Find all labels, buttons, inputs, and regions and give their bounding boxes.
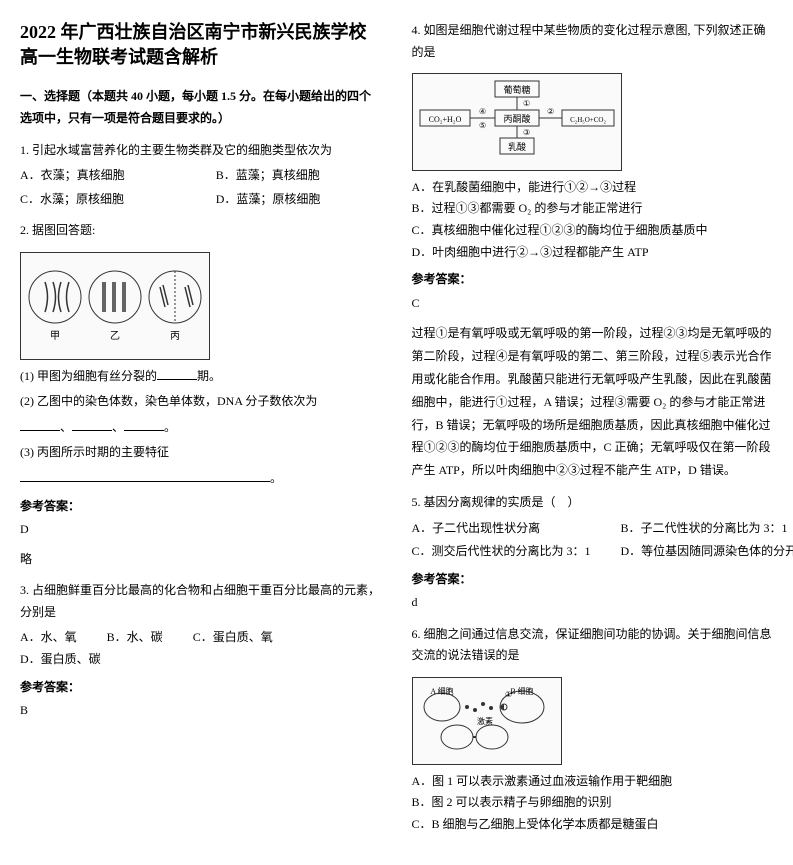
- q1-stem: 1. 引起水域富营养化的主要生物类群及它的细胞类型依次为: [20, 140, 382, 162]
- q6-opt-b: B．图 2 可以表示精子与卵细胞的识别: [412, 792, 774, 814]
- svg-text:②: ②: [547, 107, 554, 116]
- svg-text:④: ④: [479, 107, 486, 116]
- q3-opt-d: D．蛋白质、碳: [20, 649, 101, 671]
- q1-opt-b: B．蓝藻；真核细胞: [216, 165, 382, 187]
- svg-text:激素: 激素: [477, 716, 493, 726]
- left-column: 2022 年广西壮族自治区南宁市新兴民族学校高一生物联考试题含解析 一、选择题（…: [20, 20, 382, 845]
- q4-explanation: 过程①是有氧呼吸或无氧呼吸的第一阶段，过程②③均是无氧呼吸的第二阶段，过程④是有…: [412, 322, 774, 482]
- q2-sub2: (2) 乙图中的染色体数，染色单体数，DNA 分子数依次为: [20, 391, 382, 413]
- q2-answer: D: [20, 519, 382, 541]
- question-3: 3. 占细胞鲜重百分比最高的化合物和占细胞干重百分比最高的元素，分别是 A．水、…: [20, 580, 382, 722]
- question-4: 4. 如图是细胞代谢过程中某些物质的变化过程示意图, 下列叙述正确的是 葡萄糖 …: [412, 20, 774, 482]
- q4-options: A．在乳酸菌细胞中，能进行①②→③过程 B．过程①③都需要 O₂ 的参与才能正常…: [412, 177, 774, 263]
- q5-opt-d: D．等位基因随同源染色体的分开而分离: [621, 541, 793, 563]
- q1-opt-a: A．衣藻；真核细胞: [20, 165, 186, 187]
- q3-options: A．水、氧 B．水、碳 C．蛋白质、氧: [20, 627, 382, 649]
- q1-opt-d: D．蓝藻；原核细胞: [216, 189, 382, 211]
- q3-answer: B: [20, 700, 382, 722]
- q3-stem: 3. 占细胞鲜重百分比最高的化合物和占细胞干重百分比最高的元素，分别是: [20, 580, 382, 623]
- q2-figure: 甲 乙 丙: [20, 252, 210, 360]
- q4-opt-a: A．在乳酸菌细胞中，能进行①②→③过程: [412, 177, 774, 199]
- svg-text:③: ③: [523, 128, 530, 137]
- fig-label-right: 丙: [170, 331, 180, 342]
- q5-stem: 5. 基因分离规律的实质是（ ）: [412, 492, 774, 514]
- svg-text:葡萄糖: 葡萄糖: [503, 84, 530, 95]
- question-6: 6. 细胞之间通过信息交流，保证细胞间功能的协调。关于细胞间信息交流的说法错误的…: [412, 624, 774, 836]
- svg-text:C₂H₅O+CO₂: C₂H₅O+CO₂: [570, 116, 606, 124]
- exam-title: 2022 年广西壮族自治区南宁市新兴民族学校高一生物联考试题含解析: [20, 20, 382, 70]
- blank-long: [20, 468, 270, 482]
- fig-label-left: 甲: [50, 331, 60, 342]
- svg-text:①: ①: [523, 99, 530, 108]
- q1-options: A．衣藻；真核细胞 B．蓝藻；真核细胞 C．水藻；原核细胞 D．蓝藻；原核细胞: [20, 165, 382, 210]
- blank: [157, 366, 197, 380]
- q5-opt-a: A．子二代出现性状分离: [412, 518, 591, 540]
- q1-opt-c: C．水藻；原核细胞: [20, 189, 186, 211]
- q3-opt-c: C．蛋白质、氧: [193, 627, 273, 649]
- q6-options: A．图 1 可以表示激素通过血液运输作用于靶细胞 B．图 2 可以表示精子与卵细…: [412, 771, 774, 836]
- q4-stem: 4. 如图是细胞代谢过程中某些物质的变化过程示意图, 下列叙述正确的是: [412, 20, 774, 63]
- answer-label: 参考答案：: [412, 269, 774, 291]
- q3-opt-a: A．水、氧: [20, 627, 77, 649]
- cell-signal-diagram: A 细胞 B 细胞 激素 ①: [417, 682, 557, 752]
- svg-text:丙酮酸: 丙酮酸: [503, 114, 530, 124]
- question-5: 5. 基因分离规律的实质是（ ） A．子二代出现性状分离 B．子二代性状的分离比…: [412, 492, 774, 614]
- q4-opt-d: D．叶肉细胞中进行②→③过程都能产生 ATP: [412, 242, 774, 264]
- svg-text:A 细胞: A 细胞: [430, 686, 453, 696]
- q2-stem: 2. 据图回答题:: [20, 220, 382, 242]
- q2-note: 略: [20, 549, 382, 571]
- q4-answer: C: [412, 293, 774, 315]
- metabolism-diagram: 葡萄糖 CO₂+H₂O 丙酮酸 C₂H₅O+CO₂ 乳酸 ① ④ ⑤ ② ③: [417, 78, 617, 158]
- q5-answer: d: [412, 592, 774, 614]
- svg-text:乳酸: 乳酸: [507, 141, 525, 152]
- q6-opt-a: A．图 1 可以表示激素通过血液运输作用于靶细胞: [412, 771, 774, 793]
- answer-label: 参考答案：: [20, 677, 382, 699]
- answer-label: 参考答案：: [412, 569, 774, 591]
- section-header: 一、选择题（本题共 40 小题，每小题 1.5 分。在每小题给出的四个选项中，只…: [20, 86, 382, 129]
- question-2: 2. 据图回答题: 甲 乙 丙 (1) 甲图为细胞有丝分裂的期。: [20, 220, 382, 570]
- svg-text:①: ①: [505, 690, 512, 699]
- svg-text:CO₂+H₂O: CO₂+H₂O: [428, 115, 461, 124]
- right-column: 4. 如图是细胞代谢过程中某些物质的变化过程示意图, 下列叙述正确的是 葡萄糖 …: [412, 20, 774, 845]
- q2-sub3: (3) 丙图所示时期的主要特征: [20, 442, 382, 464]
- q6-stem: 6. 细胞之间通过信息交流，保证细胞间功能的协调。关于细胞间信息交流的说法错误的…: [412, 624, 774, 667]
- question-1: 1. 引起水域富营养化的主要生物类群及它的细胞类型依次为 A．衣藻；真核细胞 B…: [20, 140, 382, 211]
- q6-figure: A 细胞 B 细胞 激素 ①: [412, 677, 562, 765]
- q4-opt-c: C．真核细胞中催化过程①②③的酶均位于细胞质基质中: [412, 220, 774, 242]
- svg-text:⑤: ⑤: [479, 121, 486, 130]
- svg-text:B 细胞: B 细胞: [510, 686, 533, 696]
- q3-opt-b: B．水、碳: [107, 627, 163, 649]
- q5-opt-b: B．子二代性状的分离比为 3：1: [621, 518, 793, 540]
- fig-label-mid: 乙: [110, 330, 120, 342]
- q4-opt-b: B．过程①③都需要 O₂ 的参与才能正常进行: [412, 198, 774, 220]
- q6-opt-c: C．B 细胞与乙细胞上受体化学本质都是糖蛋白: [412, 814, 774, 836]
- q4-figure: 葡萄糖 CO₂+H₂O 丙酮酸 C₂H₅O+CO₂ 乳酸 ① ④ ⑤ ② ③: [412, 73, 622, 171]
- q2-sub1: (1) 甲图为细胞有丝分裂的期。: [20, 366, 382, 388]
- q5-opt-c: C．测交后代性状的分离比为 3：1: [412, 541, 591, 563]
- answer-label: 参考答案：: [20, 496, 382, 518]
- q5-options: A．子二代出现性状分离 B．子二代性状的分离比为 3：1 C．测交后代性状的分离…: [412, 518, 774, 563]
- cell-division-diagram: 甲 乙 丙: [25, 257, 205, 347]
